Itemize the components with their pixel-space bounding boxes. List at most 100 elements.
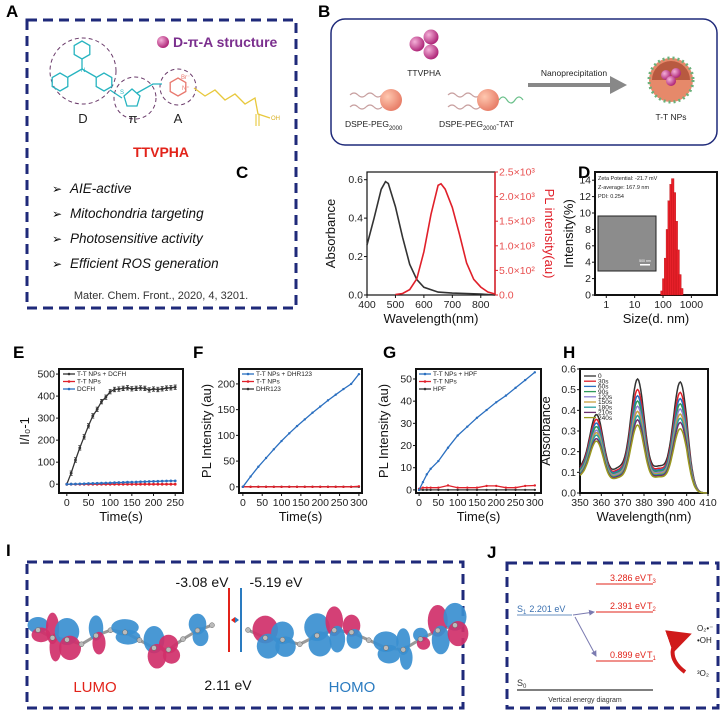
orbital-lobe [115, 629, 141, 645]
panel-label-g: G [383, 343, 396, 362]
data-point [446, 488, 450, 492]
data-point [429, 467, 432, 471]
dspe-peg-tat-suffix: -TAT [496, 119, 514, 129]
data-point [147, 480, 151, 483]
x-tick-label: 300 [526, 497, 544, 509]
data-point [326, 485, 330, 489]
panel-label-d: D [578, 163, 590, 182]
x-axis-label: Time(s) [279, 509, 323, 524]
data-point [108, 481, 112, 485]
data-point [152, 482, 155, 486]
error-bar [78, 445, 82, 451]
legend-marker [423, 372, 427, 376]
series-line [242, 373, 360, 488]
y2-axis-label: PL intensity(au) [542, 189, 557, 279]
y2-tick-label: 1.5×10³ [499, 216, 535, 228]
tem-inset-image [597, 215, 657, 272]
data-point [173, 479, 177, 483]
s1-subscript: 1 [523, 610, 527, 616]
thiophene-ring-icon [123, 88, 141, 107]
y-tick-label: 0.0 [561, 488, 576, 500]
data-point [533, 371, 537, 374]
x-tick-label: 50 [256, 497, 268, 509]
data-point [425, 473, 429, 476]
data-point [349, 382, 353, 386]
error-bar [86, 423, 90, 429]
y-tick-label: 50 [400, 373, 412, 385]
data-point [485, 408, 488, 412]
t2-energy: 2.391 eV [610, 601, 646, 611]
y-tick-label: 100 [217, 430, 235, 442]
legend-label: 240s [598, 415, 613, 422]
data-point [421, 480, 425, 484]
data-point [78, 482, 82, 486]
plot-area [415, 368, 542, 494]
dspe-peg-tat-lipid-icon [447, 89, 524, 111]
y-tick-label: 0.3 [561, 426, 576, 438]
error-bar [121, 385, 125, 391]
atom-s: S [120, 90, 124, 96]
data-point [280, 439, 283, 443]
atom [366, 637, 372, 643]
data-point [130, 480, 134, 484]
legend-marker [246, 387, 250, 391]
legend-label: 210s [598, 410, 613, 417]
pl-spectrum-line [395, 182, 496, 296]
x-tick-label: 0 [416, 497, 422, 509]
feature-item: AIE-active [69, 181, 132, 196]
x-tick-label: 600 [415, 299, 433, 311]
charts-layer: 400 500 600 700 8000.00.20.40.6Wavelength(nm… [17, 167, 718, 524]
y-tick-label: 12 [579, 191, 591, 203]
atom [262, 635, 268, 641]
error-bar [69, 470, 73, 476]
x-axis-label: Time(s) [99, 509, 143, 524]
dspe-peg-subscript: 2000 [389, 126, 403, 132]
carbonyl-bond [255, 114, 260, 126]
data-point [456, 486, 459, 489]
data-point [319, 485, 322, 489]
x-tick-label: 380 [635, 497, 653, 509]
data-point [65, 482, 69, 486]
data-point [87, 482, 90, 485]
data-point [156, 479, 160, 483]
legend-label: T-T NPs [256, 379, 280, 386]
x-tick-label: 300 [350, 497, 368, 509]
x-tick-label: 350 [571, 497, 589, 509]
n-bonds [67, 59, 123, 99]
vinyl-bond [136, 83, 162, 94]
pyridinium-ring-icon [169, 77, 187, 97]
x-axis-label: Wavelength(nm) [384, 311, 479, 326]
orbital-lobe [275, 636, 296, 657]
panel-d-annotations: Zeta Potential: -21.7 mV Z-average: 167.… [597, 176, 658, 272]
data-point [288, 485, 291, 489]
error-bar [160, 386, 164, 392]
s0-label: S0 [517, 678, 527, 690]
feature-item: Mitochondria targeting [70, 206, 204, 221]
feature-item: Efficient ROS generation [70, 256, 219, 271]
y2-tick-label: 0.0 [499, 290, 514, 302]
nanoparticle-icon [647, 56, 695, 104]
data-point [147, 482, 151, 486]
data-point [152, 480, 155, 483]
structure-title: D-π-A structure [173, 34, 278, 50]
hydroxyl-label: •OH [697, 636, 712, 645]
data-point [446, 446, 450, 449]
y-axis-label: Intensity(%) [561, 199, 576, 268]
dspe-peg-base: DSPE-PEG [345, 119, 389, 129]
legend-marker [246, 380, 250, 383]
legend-marker [423, 387, 427, 391]
s0-subscript: 0 [523, 684, 527, 690]
orbital-lobe [162, 646, 181, 664]
t2-subscript: 2 [653, 607, 657, 613]
x-tick-label: 0 [240, 497, 246, 509]
data-point [326, 399, 330, 402]
ttvpha-structure: N S N⁺ Br⁻ OH [49, 37, 280, 126]
x-tick-label: 100 [101, 497, 119, 509]
x-axis-label: Size(d. nm) [623, 311, 689, 326]
y-tick-label: 50 [223, 456, 235, 468]
atom-br: Br⁻ [181, 75, 190, 81]
y-axis-label: I/I₀-1 [17, 417, 32, 445]
x-tick-label: 500 [387, 299, 405, 311]
data-point [357, 485, 361, 488]
feature-list: ➢ AIE-active ➢ Mitochondria targeting ➢ … [52, 181, 219, 271]
